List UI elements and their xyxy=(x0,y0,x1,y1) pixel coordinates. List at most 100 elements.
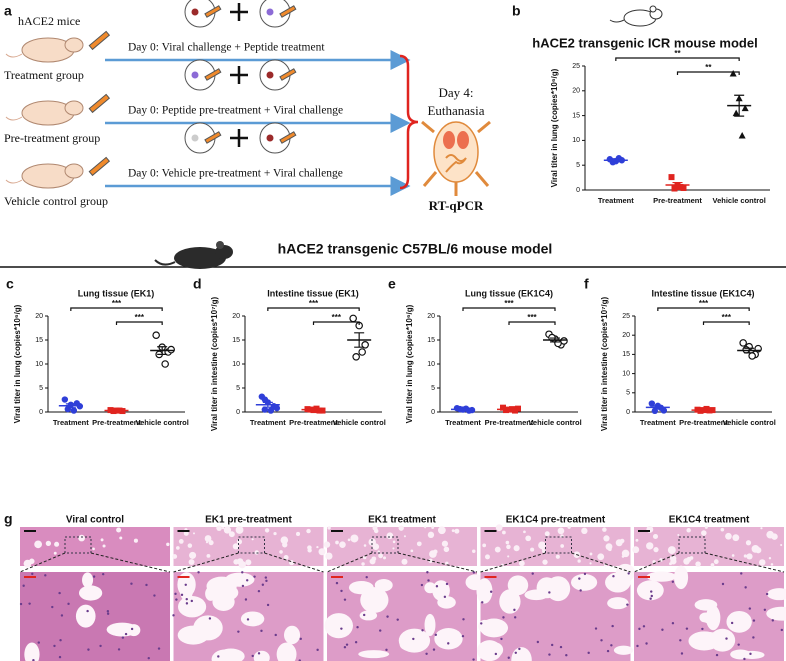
alveolus xyxy=(392,547,395,550)
column-title: EK1C4 pre-treatment xyxy=(506,515,606,526)
nucleus xyxy=(518,647,521,651)
nucleus xyxy=(730,621,734,625)
nucleus xyxy=(771,619,775,622)
x-tick-label: Treatment xyxy=(53,418,89,427)
alveolus xyxy=(710,563,715,567)
nucleus xyxy=(266,603,270,607)
alveolus xyxy=(780,543,783,547)
nucleus xyxy=(565,654,568,657)
nucleus xyxy=(58,655,62,659)
significance-bracket xyxy=(312,321,360,325)
y-tick-label: 20 xyxy=(572,88,580,95)
alveolus xyxy=(607,597,629,610)
alveolus xyxy=(372,525,378,531)
nucleus xyxy=(379,629,382,632)
particle xyxy=(266,71,274,79)
nucleus xyxy=(427,579,430,582)
nucleus xyxy=(445,582,449,586)
nucleus xyxy=(130,582,133,585)
significance-bracket xyxy=(462,307,556,311)
y-axis-label: Viral titer in intestine (copies*10⁷/g) xyxy=(210,297,219,432)
alveolus xyxy=(441,540,449,547)
alveolus xyxy=(240,611,265,627)
y-tick-label: 15 xyxy=(427,337,435,344)
alveolus xyxy=(544,531,550,537)
nucleus xyxy=(744,586,747,589)
nucleus xyxy=(579,589,582,592)
nucleus xyxy=(426,571,429,574)
y-tick-label: 0 xyxy=(431,409,435,416)
significance-label: *** xyxy=(722,313,732,322)
nucleus xyxy=(59,639,62,642)
nucleus xyxy=(241,584,245,588)
alveolus xyxy=(768,557,772,560)
column-title: Viral control xyxy=(66,515,124,526)
nucleus xyxy=(185,597,188,601)
nucleus xyxy=(412,637,415,641)
data-point xyxy=(64,405,72,413)
alveolus xyxy=(399,637,422,652)
nucleus xyxy=(514,651,517,655)
data-point xyxy=(61,396,69,403)
y-tick-label: 5 xyxy=(626,390,630,397)
alveolus xyxy=(245,559,252,566)
alveolus xyxy=(264,528,270,533)
nucleus xyxy=(594,627,598,630)
nucleus xyxy=(386,615,389,618)
y-axis-label: Viral titer in lung (copies*10⁶/g) xyxy=(405,304,414,423)
alveolus xyxy=(189,551,197,559)
alveolus xyxy=(232,543,239,550)
nucleus xyxy=(432,648,436,651)
y-tick-label: 10 xyxy=(35,361,43,368)
nucleus xyxy=(130,627,134,631)
zoom-line xyxy=(480,552,546,573)
alveolus xyxy=(646,542,654,550)
error-bar xyxy=(550,337,560,343)
nucleus xyxy=(420,583,424,587)
alveolus xyxy=(323,541,331,548)
alveolus xyxy=(383,556,387,560)
alveolus xyxy=(713,559,719,565)
alveolus xyxy=(701,530,707,536)
data-point xyxy=(261,396,269,403)
alveolus xyxy=(677,533,680,537)
error-bar xyxy=(262,401,273,408)
alveolus xyxy=(205,541,209,544)
nucleus xyxy=(185,602,189,605)
significance-label: ** xyxy=(705,63,712,72)
alveolus xyxy=(424,582,436,594)
y-tick-label: 0 xyxy=(626,409,630,416)
mouse xyxy=(64,37,84,53)
zoom-line xyxy=(633,552,680,573)
error-bar xyxy=(65,403,76,409)
significance-bracket xyxy=(115,321,163,325)
alveolus xyxy=(374,578,393,592)
alveolus xyxy=(632,546,640,554)
nucleus xyxy=(507,656,510,659)
y-axis-label: Viral titer in intestine (copies*10⁷/g) xyxy=(600,297,609,432)
nucleus xyxy=(365,575,368,579)
y-tick-label: 20 xyxy=(427,313,435,320)
nucleus xyxy=(743,657,746,661)
alveolus xyxy=(235,526,244,534)
alveolus xyxy=(429,550,437,558)
alveolus xyxy=(518,560,525,567)
alveolus xyxy=(502,530,506,535)
alveolus xyxy=(476,578,493,604)
alveolus xyxy=(401,558,408,565)
alveolus xyxy=(743,554,748,558)
nucleus xyxy=(610,644,613,647)
nucleus xyxy=(208,617,212,620)
x-tick-label: Treatment xyxy=(250,418,286,427)
y-axis-label: Viral titer in lung (copies*10⁶/g) xyxy=(550,68,559,187)
alveolus xyxy=(23,559,32,568)
data-point xyxy=(668,174,675,181)
alveolus xyxy=(748,555,752,559)
nucleus xyxy=(197,571,200,574)
syringe xyxy=(279,131,297,144)
alveolus xyxy=(228,531,235,538)
significance-label: *** xyxy=(332,313,342,322)
alveolus xyxy=(478,619,492,633)
alveolus xyxy=(686,556,692,562)
nucleus xyxy=(316,648,319,652)
